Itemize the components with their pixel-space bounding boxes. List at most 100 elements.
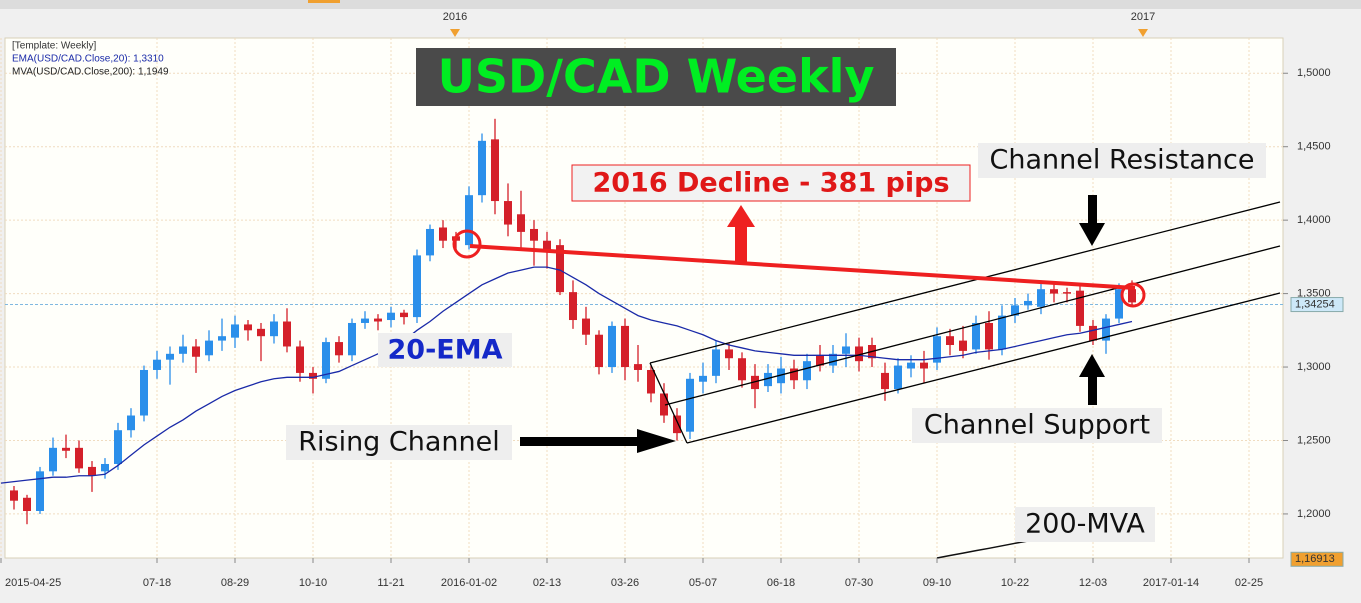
x-tick-label: 09-10 xyxy=(923,577,951,589)
annotation: 20-EMA xyxy=(388,335,503,366)
price-tag xyxy=(1290,551,1344,567)
annotation: Channel Resistance xyxy=(990,145,1255,176)
candle-body xyxy=(530,228,538,241)
decline-circle xyxy=(452,229,482,259)
arrow-head xyxy=(1079,354,1105,377)
annotation-box xyxy=(912,408,1162,443)
x-tick-label: 05-07 xyxy=(689,577,717,589)
candle-body xyxy=(348,322,356,356)
chart-title: USD/CAD Weekly xyxy=(438,50,875,104)
decline-line xyxy=(469,244,1136,290)
arrow-head xyxy=(1079,223,1105,246)
candle-body xyxy=(478,140,486,196)
candle-body xyxy=(101,463,109,472)
x-tick-label: 2016-01-02 xyxy=(441,577,497,589)
candle-body xyxy=(855,346,863,362)
candle-body xyxy=(62,447,70,451)
y-tick-label: 1,4500 xyxy=(1297,141,1331,153)
x-tick-label: 07-30 xyxy=(845,577,873,589)
candle-body xyxy=(361,318,369,323)
x-tick-label: 03-26 xyxy=(611,577,639,589)
x-tick-label: 02-13 xyxy=(533,577,561,589)
y-tick-label: 1,3500 xyxy=(1297,287,1331,299)
candle-body xyxy=(881,372,889,390)
price-tag-label: 1,16913 xyxy=(1295,553,1335,565)
plot-area xyxy=(4,37,1284,559)
candle-body xyxy=(465,195,473,246)
candle-body xyxy=(907,362,915,369)
candle-body xyxy=(205,340,213,356)
candle-body xyxy=(36,471,44,511)
arrow-head xyxy=(637,429,676,453)
candle-body xyxy=(257,328,265,337)
axes: 1,2000 1,2500 1,3000 1,3500 1,4000 1,4500 1,50… xyxy=(0,9,1361,603)
candle-body xyxy=(621,325,629,368)
candle-body xyxy=(842,346,850,354)
candle-body xyxy=(127,415,135,431)
candle-body xyxy=(296,346,304,373)
candle-body xyxy=(764,372,772,387)
top-marker xyxy=(1138,29,1148,37)
channel-line xyxy=(686,292,1281,444)
price-tag xyxy=(1290,297,1344,313)
candle-body xyxy=(179,346,187,354)
candle-body xyxy=(803,361,811,381)
candle-body xyxy=(933,336,941,363)
x-tick-label: 02-25 xyxy=(1235,577,1263,589)
candle-body xyxy=(582,318,590,335)
legend: [Template: Weekly] EMA(USD/CAD.Close,20)… xyxy=(12,41,169,78)
candle-body xyxy=(1115,289,1123,319)
candle-body xyxy=(634,364,642,370)
legend-entry: MVA(USD/CAD.Close,200): 1,1949 xyxy=(12,67,169,78)
annotation-box xyxy=(378,333,512,367)
candle-body xyxy=(543,240,551,251)
candle-body xyxy=(439,227,447,241)
candle-body xyxy=(946,336,954,346)
y-tick-label: 1,3000 xyxy=(1297,361,1331,373)
candle-body xyxy=(751,375,759,390)
legend-text: [Template: Weekly] xyxy=(12,41,97,52)
candle-body xyxy=(894,365,902,390)
candle-body xyxy=(1050,289,1058,294)
candle-body xyxy=(920,362,928,369)
annotation: 200-MVA xyxy=(1025,509,1145,540)
channel-line xyxy=(649,201,1281,364)
candle-body xyxy=(699,375,707,382)
annotations: USD/CAD Weekly 2016 Decline - 381 pips C… xyxy=(286,48,1281,542)
candle-body xyxy=(374,318,382,322)
candle-body xyxy=(88,466,96,476)
candle-body xyxy=(738,358,746,381)
candle-body xyxy=(673,415,681,434)
annotation-box xyxy=(571,164,971,202)
candle-body xyxy=(283,321,291,347)
y-tick-label: 1,2500 xyxy=(1297,434,1331,446)
annotation-box xyxy=(1015,507,1155,542)
channel-line xyxy=(664,245,1281,406)
price-tag-label: 1,34254 xyxy=(1295,298,1335,310)
annotation: Channel Support xyxy=(924,410,1150,441)
candle-body xyxy=(400,312,408,318)
y-tick-label: 1,5000 xyxy=(1297,67,1331,79)
legend-entry: EMA(USD/CAD.Close,20): 1,3310 xyxy=(12,54,164,65)
candle-body xyxy=(725,349,733,359)
candle-body xyxy=(244,324,252,331)
candle-body xyxy=(829,353,837,366)
candle-body xyxy=(777,368,785,384)
candle-body xyxy=(959,340,967,351)
arrow-shaft xyxy=(1088,375,1097,405)
candle-body xyxy=(998,315,1006,350)
candle-body xyxy=(192,346,200,357)
x-tick-label: 10-10 xyxy=(299,577,327,589)
annotation: Rising Channel xyxy=(298,427,500,458)
candle-body xyxy=(114,430,122,464)
x-tick-label: 10-22 xyxy=(1001,577,1029,589)
indicator-line xyxy=(0,266,1133,484)
candle-body xyxy=(309,372,317,379)
title-box xyxy=(416,48,896,106)
candle-body xyxy=(569,292,577,321)
candle-body xyxy=(166,353,174,360)
candle-body xyxy=(517,214,525,232)
marks xyxy=(0,118,1136,559)
candle-body xyxy=(1024,300,1032,306)
x-tick-label: 08-29 xyxy=(221,577,249,589)
